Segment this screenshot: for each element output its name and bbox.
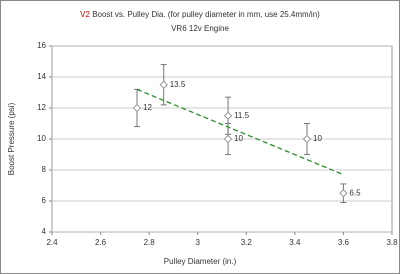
data-label: 10: [313, 134, 322, 143]
data-label: 12: [143, 103, 152, 112]
x-tick-label: 3.2: [241, 238, 253, 247]
point: [223, 111, 233, 120]
x-tick-label: 2.6: [95, 238, 107, 247]
data-label: 13.5: [170, 80, 186, 89]
title-text: Boost vs. Pulley Dia. (for pulley diamet…: [92, 10, 320, 19]
x-axis-label: Pulley Diameter (in.): [164, 257, 237, 266]
y-tick-label: 6: [42, 196, 47, 205]
y-tick-label: 10: [37, 134, 46, 143]
data-label: 6.5: [349, 188, 361, 197]
x-tick-label: 3: [195, 238, 200, 247]
x-tick-label: 2.8: [144, 238, 156, 247]
x-tick-label: 3.8: [386, 238, 398, 247]
y-tick-label: 16: [37, 41, 46, 50]
data-label: 10: [234, 134, 243, 143]
point: [339, 189, 348, 198]
y-tick-label: 14: [37, 72, 46, 81]
point: [159, 80, 168, 89]
point: [223, 134, 233, 144]
trendline: [136, 88, 344, 176]
y-axis-label: Boost Pressure (psi): [7, 102, 16, 175]
chart-title: V2 Boost vs. Pulley Dia. (for pulley dia…: [80, 10, 320, 19]
y-tick-label: 12: [37, 103, 46, 112]
data-label: 11.5: [234, 111, 250, 120]
y-tick-label: 4: [42, 227, 47, 236]
x-tick-label: 3.6: [338, 238, 350, 247]
point: [302, 134, 312, 144]
title-prefix: V2: [80, 10, 90, 19]
chart-subtitle: VR6 12v Engine: [171, 24, 229, 33]
x-tick-label: 3.4: [289, 238, 301, 247]
x-tick-label: 2.4: [46, 238, 58, 247]
point: [132, 103, 142, 113]
y-tick-label: 8: [42, 165, 47, 174]
